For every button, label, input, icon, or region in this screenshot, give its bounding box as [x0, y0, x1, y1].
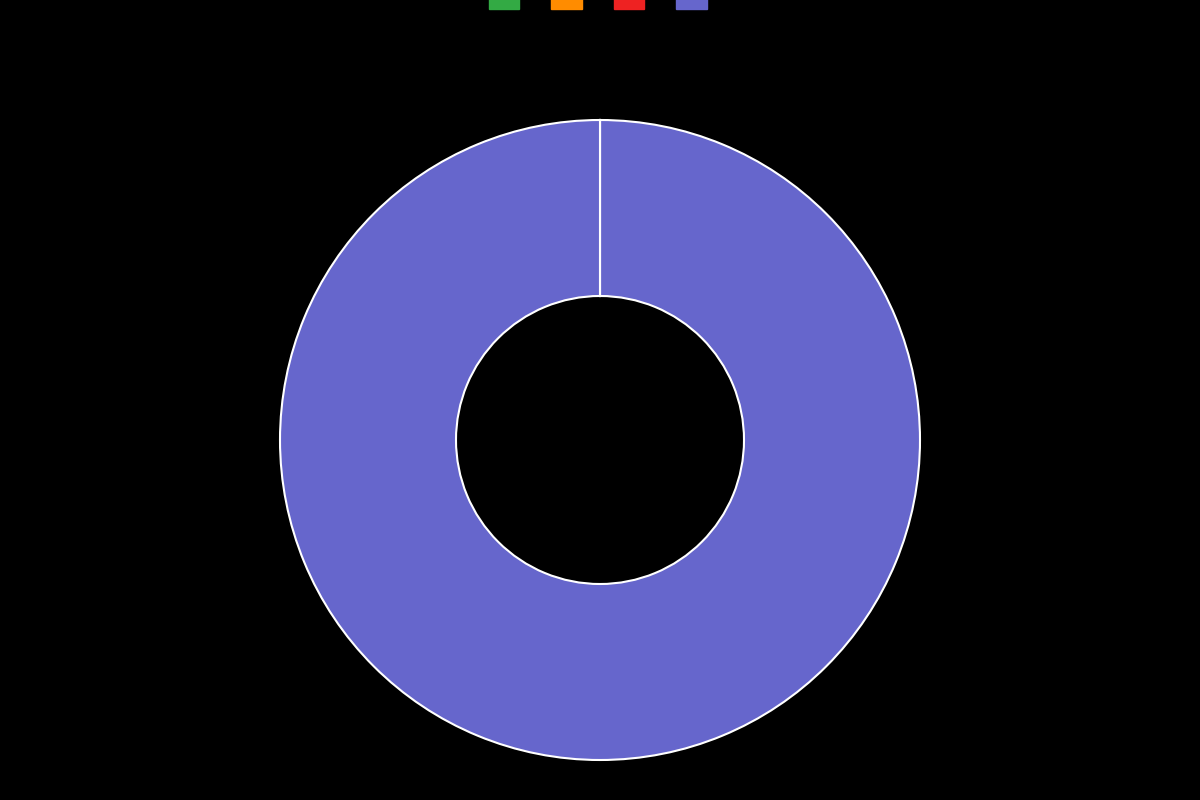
- Wedge shape: [280, 120, 920, 760]
- Legend: , , , : , , ,: [484, 0, 716, 16]
